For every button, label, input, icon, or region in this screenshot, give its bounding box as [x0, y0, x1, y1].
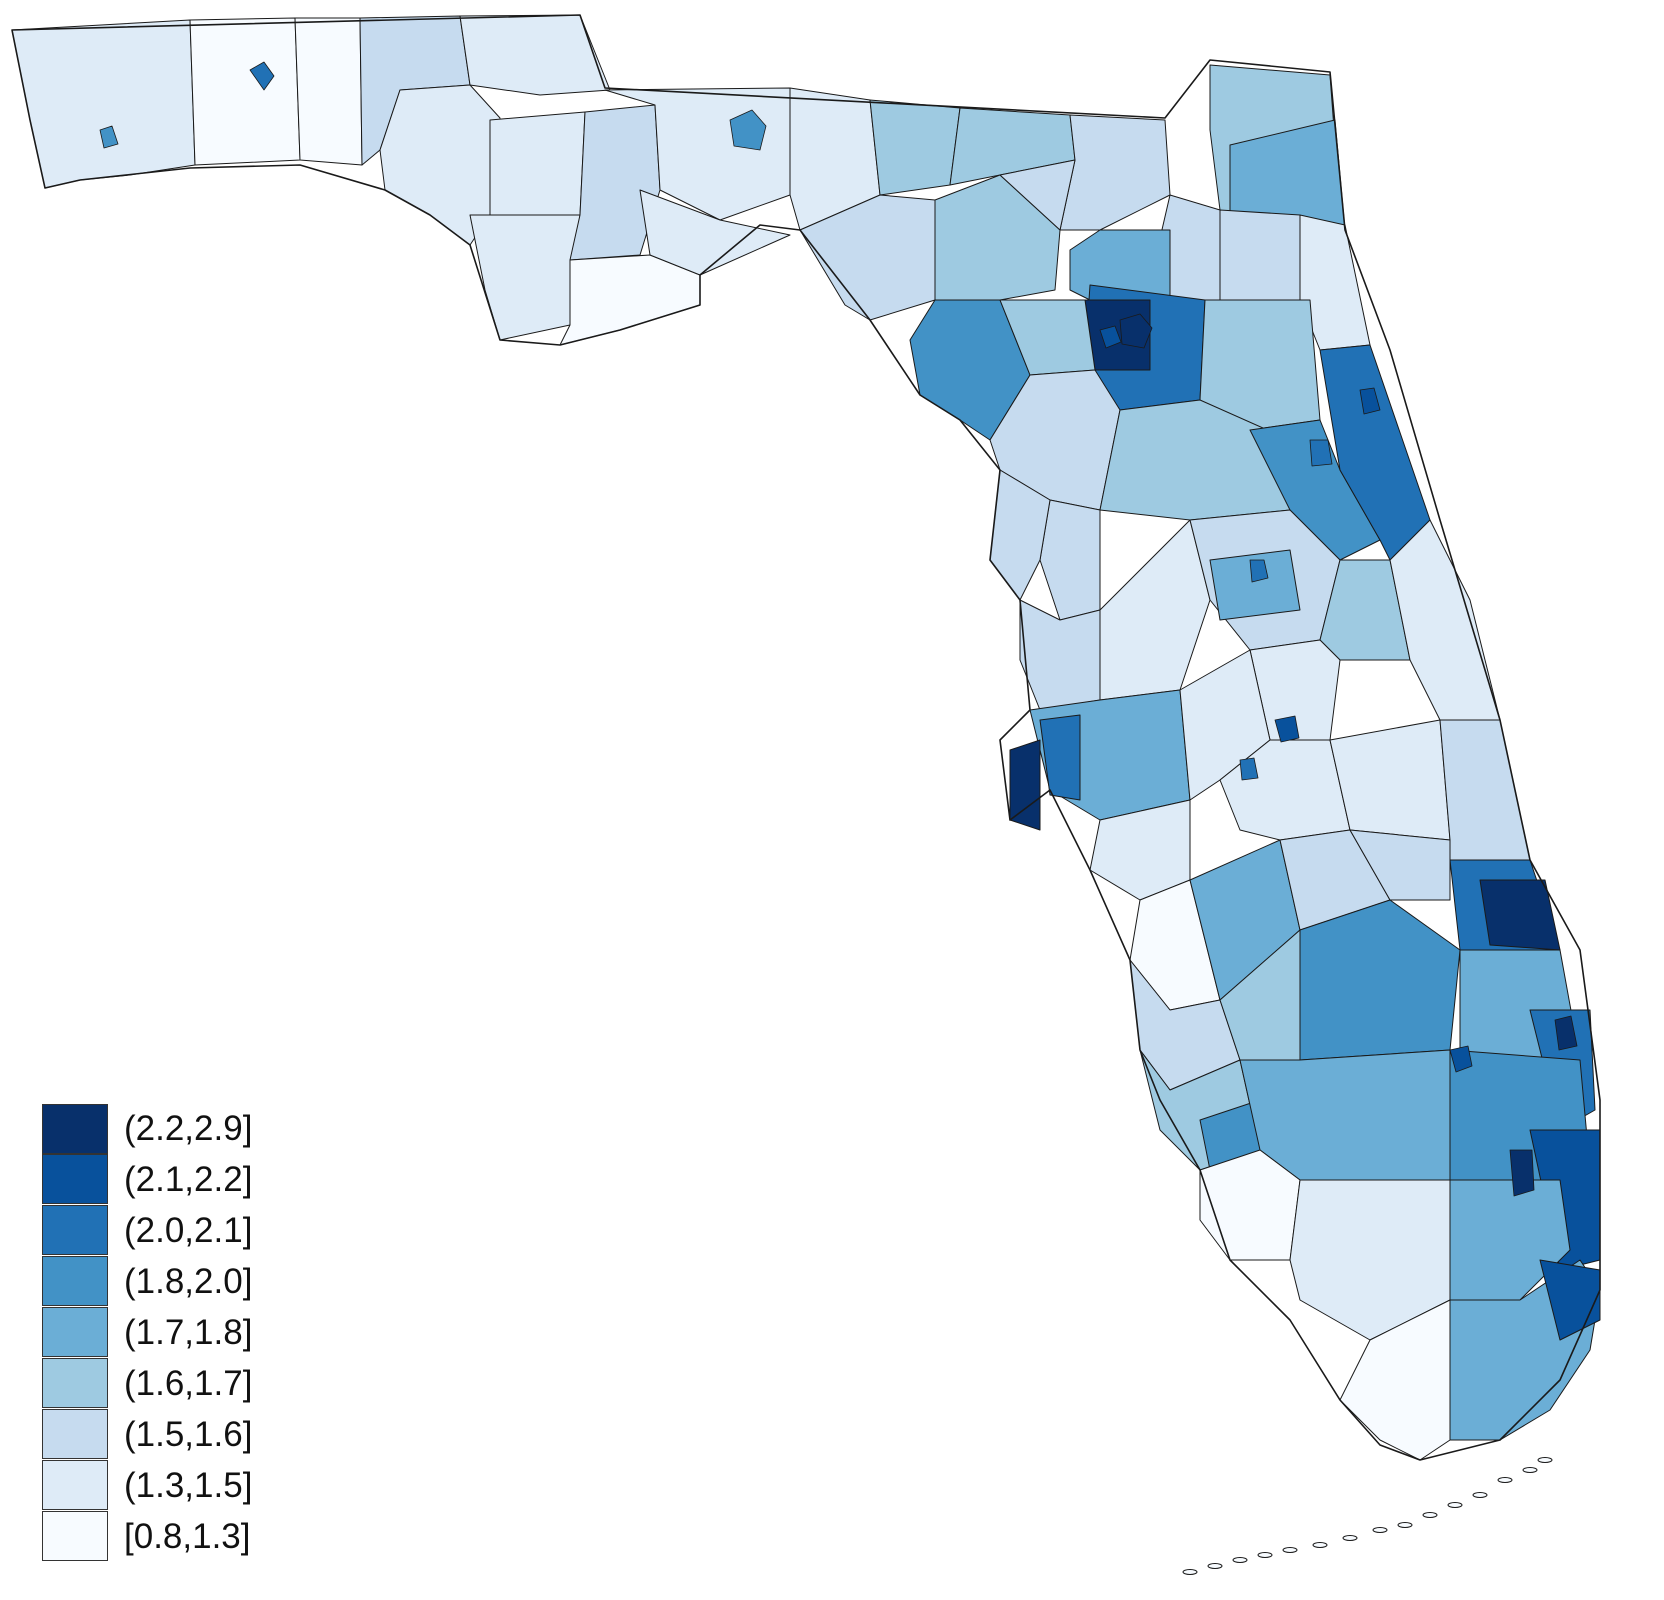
key-island: [1522, 1467, 1538, 1473]
legend-item: (1.7,1.8]: [42, 1307, 312, 1358]
legend: (2.2,2.9] (2.1,2.2] (2.0,2.1] (1.8,2.0] …: [42, 1103, 312, 1562]
map-region: [1349, 829, 1451, 901]
legend-item: (1.5,1.6]: [42, 1409, 312, 1460]
map-region: [469, 214, 581, 341]
urban-area: [1449, 1045, 1473, 1073]
legend-label: (1.5,1.6]: [124, 1415, 253, 1454]
urban-area: [1509, 1149, 1535, 1197]
state-outline: [11, 14, 1601, 1461]
urban-area: [1274, 715, 1300, 743]
legend-swatch: [42, 1205, 108, 1255]
legend-label: (2.0,2.1]: [124, 1211, 253, 1250]
map-regions: [11, 14, 1601, 1461]
urban-area: [1249, 559, 1269, 583]
key-island: [1257, 1552, 1273, 1558]
map-region: [1439, 719, 1531, 861]
legend-swatch: [42, 1460, 108, 1510]
urban-area: [1119, 313, 1153, 349]
map-region: [1009, 739, 1041, 831]
legend-label: (1.6,1.7]: [124, 1364, 253, 1403]
map-region: [1059, 114, 1171, 231]
legend-item: (2.2,2.9]: [42, 1103, 312, 1154]
map-region: [1319, 559, 1411, 661]
urban-area: [729, 109, 767, 151]
key-island: [1372, 1527, 1388, 1533]
legend-item: (2.0,2.1]: [42, 1205, 312, 1256]
urban-area: [1309, 439, 1333, 467]
legend-item: [0.8,1.3]: [42, 1511, 312, 1562]
legend-swatch: [42, 1358, 108, 1408]
map-region: [189, 17, 301, 166]
legend-label: (1.3,1.5]: [124, 1466, 253, 1505]
florida-keys: [1182, 1457, 1553, 1575]
map-region: [489, 111, 586, 216]
urban-area: [1239, 757, 1259, 781]
key-island: [1422, 1512, 1438, 1518]
legend-swatch: [42, 1154, 108, 1204]
legend-swatch: [42, 1256, 108, 1306]
legend-label: (2.1,2.2]: [124, 1160, 253, 1199]
urban-area: [1359, 387, 1381, 415]
urban-area: [1554, 1015, 1578, 1051]
key-island: [1472, 1492, 1488, 1498]
urban-area: [99, 125, 119, 149]
urban-area: [1099, 325, 1122, 349]
legend-label: (1.8,2.0]: [124, 1262, 253, 1301]
key-island: [1232, 1557, 1248, 1563]
legend-item: (1.6,1.7]: [42, 1358, 312, 1409]
map-region: [1099, 519, 1211, 701]
legend-swatch: [42, 1409, 108, 1459]
legend-swatch: [42, 1307, 108, 1357]
state-boundary: [11, 14, 1601, 1461]
map-region: [294, 17, 363, 166]
key-island: [1497, 1477, 1513, 1483]
key-island: [1397, 1522, 1413, 1528]
key-island: [1182, 1569, 1198, 1575]
map-region: [869, 99, 961, 196]
key-island: [1342, 1535, 1358, 1541]
map-region: [1539, 1259, 1601, 1341]
map-region: [1299, 899, 1461, 1061]
key-island: [1207, 1563, 1223, 1569]
legend-item: (2.1,2.2]: [42, 1154, 312, 1205]
map-region: [639, 189, 791, 276]
map-region: [1389, 519, 1501, 721]
map-region: [1209, 549, 1301, 621]
legend-item: (1.3,1.5]: [42, 1460, 312, 1511]
legend-swatch: [42, 1511, 108, 1561]
map-region: [1039, 499, 1101, 621]
legend-label: (1.7,1.8]: [124, 1313, 253, 1352]
key-island: [1282, 1547, 1298, 1553]
map-region: [1329, 719, 1451, 841]
map-region: [459, 14, 611, 96]
map-region: [1479, 879, 1561, 951]
legend-item: (1.8,2.0]: [42, 1256, 312, 1307]
key-island: [1312, 1542, 1328, 1548]
map-region: [999, 159, 1076, 231]
map-region: [1039, 714, 1081, 801]
urban-area: [249, 61, 275, 91]
legend-label: (2.2,2.9]: [124, 1109, 253, 1148]
key-island: [1537, 1457, 1553, 1463]
key-island: [1447, 1502, 1463, 1508]
legend-swatch: [42, 1103, 108, 1154]
legend-label: [0.8,1.3]: [124, 1517, 251, 1556]
map-region: [559, 254, 701, 346]
